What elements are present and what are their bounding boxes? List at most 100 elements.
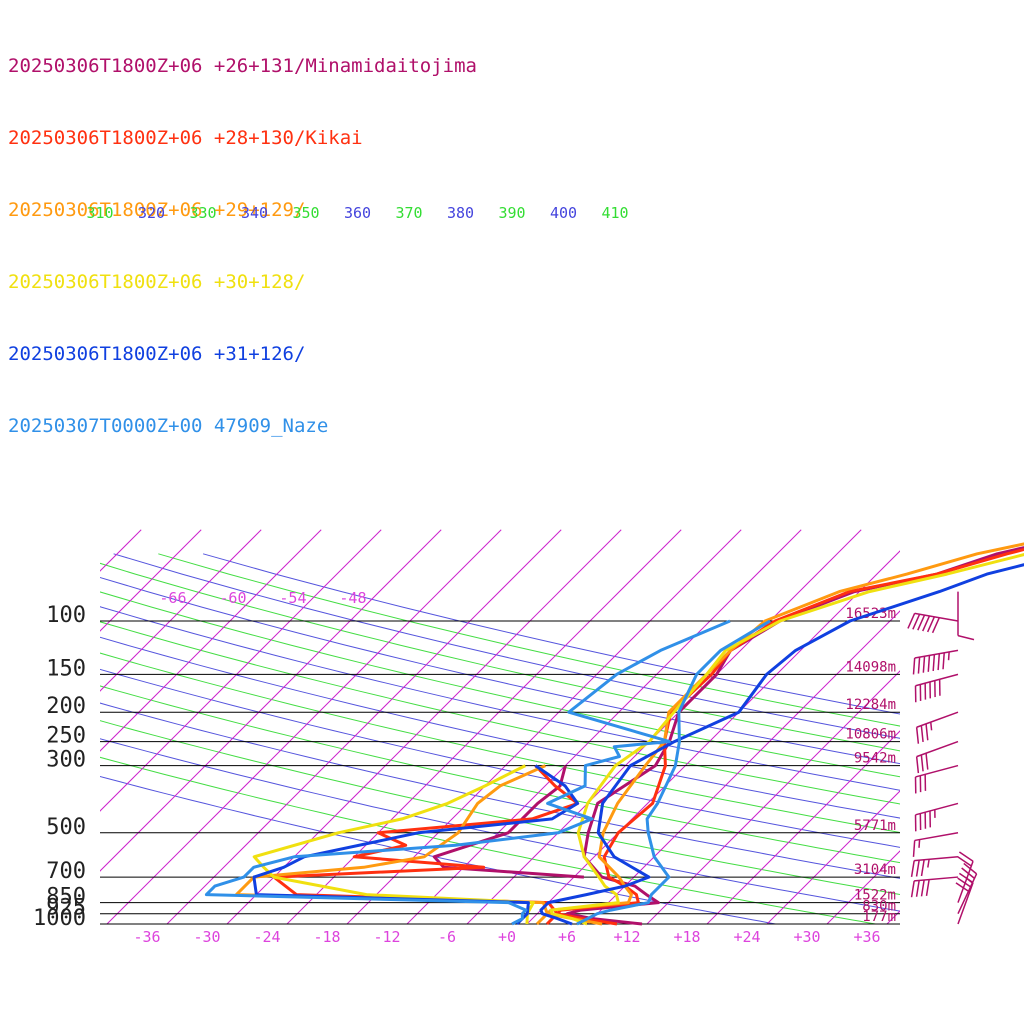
wind-barb-flag: [917, 657, 921, 674]
isotherm-line: [766, 790, 900, 924]
wind-barb: [914, 764, 959, 794]
x-tick-label: -12: [373, 928, 400, 946]
wind-barb-flag: [958, 872, 974, 884]
wind-barb-flag: [917, 614, 926, 631]
wind-barb: [957, 862, 978, 915]
theta-label: 340: [241, 204, 268, 222]
isotherm-line: [100, 529, 262, 692]
wind-barb-flag: [912, 657, 916, 675]
wind-barb-staff: [915, 802, 959, 816]
wind-barb-flag: [957, 634, 975, 641]
isotherm-line: [586, 610, 900, 924]
dewpoint-trace: [432, 765, 585, 879]
temperature-trace: [576, 619, 771, 926]
pressure-label: 500: [46, 815, 86, 840]
wind-barb-flag: [957, 877, 972, 888]
wind-barbs: [907, 591, 978, 925]
theta-label: 410: [601, 204, 628, 222]
sounding-traces: [204, 542, 1024, 926]
x-tick-label: +30: [793, 928, 820, 946]
pressure-label: 1000: [33, 906, 86, 931]
wind-barb-flag: [961, 867, 975, 879]
wind-barb: [914, 802, 959, 832]
isotherm-line: [100, 529, 382, 812]
isotherm-line: [106, 529, 502, 924]
dry-adiabat: [100, 685, 900, 864]
temperature-trace: [539, 563, 1024, 926]
wind-barb-flag: [942, 652, 945, 670]
wind-barb-staff: [914, 612, 959, 622]
wind-barb-staff: [957, 873, 978, 915]
wind-barb: [912, 649, 959, 675]
wind-barb-flag: [920, 859, 925, 877]
dry-adiabat: [100, 756, 879, 924]
pressure-label: 100: [46, 603, 86, 628]
height-label: 14098m: [845, 659, 896, 675]
wind-barb-flag: [915, 860, 920, 877]
legend: 20250306T1800Z+06 +26+131/Minamidaitojim…: [8, 6, 477, 462]
wind-barb-staff: [914, 832, 959, 842]
temperature-trace: [549, 553, 1024, 926]
pressure-label: 200: [46, 694, 86, 719]
theta-label: 400: [550, 204, 577, 222]
isotherm-line: [466, 529, 862, 924]
x-tick-label: -36: [133, 928, 160, 946]
wind-barb: [910, 856, 959, 878]
height-label: 10806m: [845, 727, 896, 743]
height-label: 1522m: [854, 888, 896, 904]
dry-adiabats: [100, 553, 900, 924]
wind-barb-flag: [915, 756, 920, 774]
wind-barb-staff: [914, 649, 959, 659]
dry-adiabat: [100, 775, 779, 924]
pressure-label: 300: [46, 748, 86, 773]
wind-barb-flag: [912, 840, 916, 857]
wind-barb-flag: [915, 880, 920, 897]
legend-entry: 20250306T1800Z+06 +26+131/Minamidaitojim…: [8, 55, 477, 77]
pressure-label: 850: [46, 885, 86, 910]
height-label: 9542m: [854, 751, 896, 767]
pressure-label: 925: [46, 896, 86, 921]
x-tick-label: -18: [313, 928, 340, 946]
dry-adiabat: [100, 591, 900, 778]
wind-barb-staff: [915, 673, 959, 687]
wind-barb: [915, 711, 959, 744]
legend-entry: 20250306T1800Z+06 +29+129/: [8, 199, 306, 221]
isotherm-line: [286, 529, 682, 924]
wind-barb-staff: [914, 856, 959, 862]
x-tick-label: +36: [853, 928, 880, 946]
dry-adiabat: [100, 702, 900, 879]
wind-barb-flag: [912, 613, 921, 630]
wind-barb-flag: [920, 879, 925, 897]
wind-barb-half: [918, 839, 921, 848]
legend-entry: 20250306T1800Z+06 +30+128/: [8, 271, 306, 293]
wind-barb: [915, 740, 959, 774]
isotherm-label: -54: [279, 589, 306, 607]
isotherm-label: -48: [339, 589, 366, 607]
x-tick-label: +6: [558, 928, 576, 946]
wind-barb-flag: [920, 725, 924, 743]
x-tick-label: -24: [253, 928, 280, 946]
dry-adiabat: [100, 738, 900, 912]
dry-adiabat: [100, 606, 900, 791]
theta-label: 310: [86, 204, 113, 222]
isotherm-line: [346, 529, 742, 924]
wind-barb-half: [927, 859, 930, 868]
theta-label: 380: [447, 204, 474, 222]
isotherm-line: [100, 529, 202, 632]
theta-label: 370: [395, 204, 422, 222]
wind-barb-half: [930, 722, 933, 731]
pressure-label: 150: [46, 656, 86, 681]
legend-entry: 20250306T1800Z+06 +31+126/: [8, 343, 306, 365]
isotherm-label: -60: [219, 589, 246, 607]
isobars: [100, 620, 900, 925]
x-tick-label: -30: [193, 928, 220, 946]
wind-barb: [907, 612, 959, 634]
wind-barb-flag: [922, 615, 931, 632]
isotherm-line: [100, 529, 442, 872]
dry-adiabat: [100, 621, 900, 805]
wind-barb-flag: [932, 654, 936, 672]
dry-adiabat: [100, 636, 900, 819]
dewpoint-trace: [252, 764, 580, 926]
